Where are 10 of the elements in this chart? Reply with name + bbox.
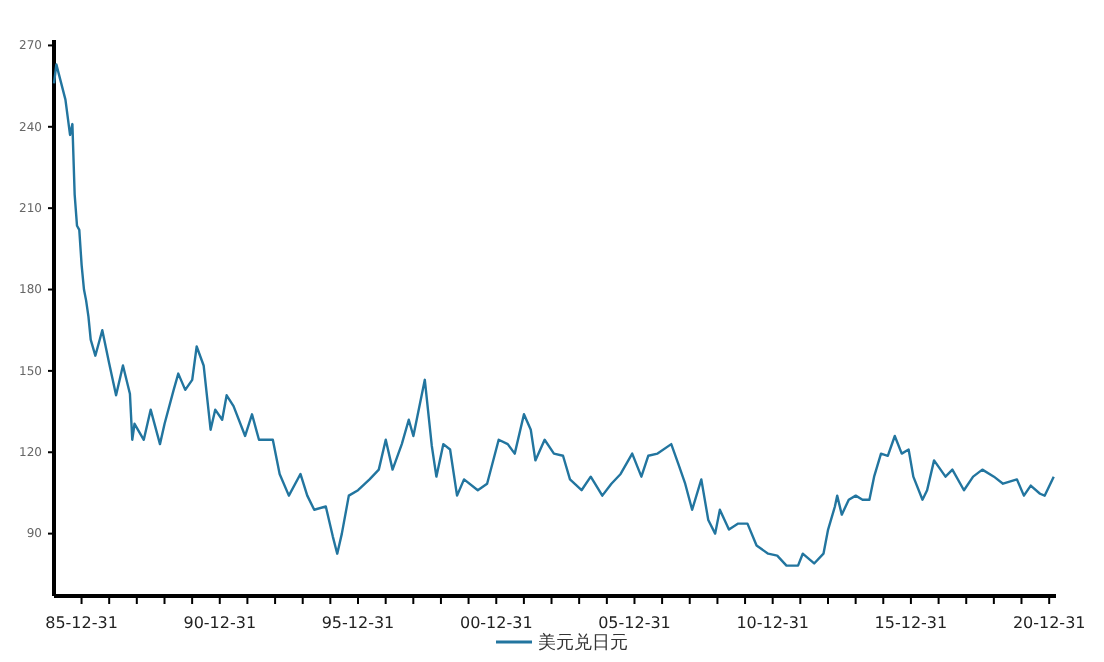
x-tick-label: 15-12-31	[874, 613, 948, 632]
x-tick-label: 00-12-31	[459, 613, 533, 632]
x-tick-label: 85-12-31	[45, 613, 118, 632]
x-tick-label: 05-12-31	[598, 613, 671, 632]
x-tick-label: 20-12-31	[1012, 613, 1086, 632]
x-tick-label: 95-12-31	[321, 613, 395, 632]
legend-label: 美元兑日元	[538, 632, 628, 654]
x-tick-label: 90-12-31	[183, 613, 257, 632]
x-tick-label: 10-12-31	[736, 613, 809, 632]
line-series	[52, 63, 1055, 567]
